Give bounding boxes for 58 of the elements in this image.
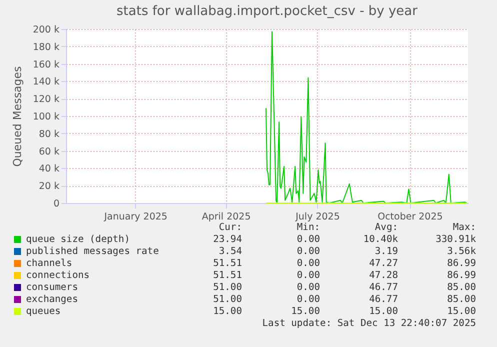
text: 15.00 (291, 306, 320, 317)
y-tick-label: 180 k (32, 42, 60, 53)
x-tick-label: October 2025 (378, 212, 443, 222)
text: 15.00 (212, 306, 242, 317)
line-series (265, 31, 468, 204)
text: Last update: Sat Dec 13 22:40:07 2025 (261, 318, 476, 330)
y-tick-label: 80 k (38, 128, 60, 140)
text: 0.00 (296, 234, 320, 245)
text: 0.00 (296, 258, 320, 269)
y-tick-label: 160 k (32, 59, 60, 70)
text: 86.99 (447, 270, 476, 281)
x-tick-label: January 2025 (103, 212, 168, 222)
text: 47.28 (369, 270, 398, 281)
text: 47.27 (369, 258, 398, 269)
y-tick-label: 0 (53, 198, 60, 210)
legend-label: channels (26, 258, 72, 269)
text: 46.77 (369, 294, 398, 305)
text: 15.00 (369, 306, 398, 317)
text: 51.00 (212, 282, 242, 293)
text: 0.00 (296, 282, 320, 293)
text: Min: (296, 222, 320, 233)
text: 15.00 (447, 306, 476, 317)
y-tick-label: 100 k (32, 112, 60, 122)
text: 86.99 (447, 258, 476, 269)
text: 10.40k (363, 234, 398, 245)
text: 3.19 (374, 246, 398, 257)
legend-label: queue size (depth) (26, 234, 130, 245)
y-tick-label: 200 k (32, 24, 60, 36)
text: 23.94 (212, 234, 242, 245)
text: Cur: (218, 222, 242, 233)
y-tick-label: 60 k (38, 146, 60, 158)
text: Avg: (374, 222, 398, 233)
text: 330.91k (436, 234, 476, 245)
legend-label: published messages rate (26, 246, 159, 257)
x-tick-label: April 2025 (202, 212, 251, 222)
text: 3.56k (447, 246, 476, 257)
text: 51.51 (212, 270, 242, 281)
text: 85.00 (447, 282, 476, 293)
y-tick-label: 20 k (38, 181, 60, 192)
text: 0.00 (296, 246, 320, 257)
text: 0.00 (296, 270, 320, 281)
y-tick-label: 40 k (38, 164, 60, 175)
legend-label: exchanges (26, 294, 78, 305)
text: 3.54 (218, 246, 242, 257)
x-tick-label: July 2025 (294, 212, 340, 222)
legend-label: connections (26, 270, 90, 281)
chart-title: stats for wallabag.import.pocket_csv - by year (116, 4, 418, 19)
legend-label: consumers (26, 282, 78, 293)
text: 51.00 (212, 294, 242, 305)
text: 85.00 (447, 294, 476, 305)
text: 51.51 (212, 258, 242, 269)
text: 0.00 (296, 294, 320, 305)
text: 46.77 (369, 282, 398, 293)
y-tick-label: 120 k (32, 94, 60, 106)
y-axis-title: Queued Messages (10, 66, 24, 167)
y-tick-label: 140 k (32, 76, 60, 88)
legend-label: queues (26, 306, 61, 317)
text: Max: (452, 222, 476, 233)
